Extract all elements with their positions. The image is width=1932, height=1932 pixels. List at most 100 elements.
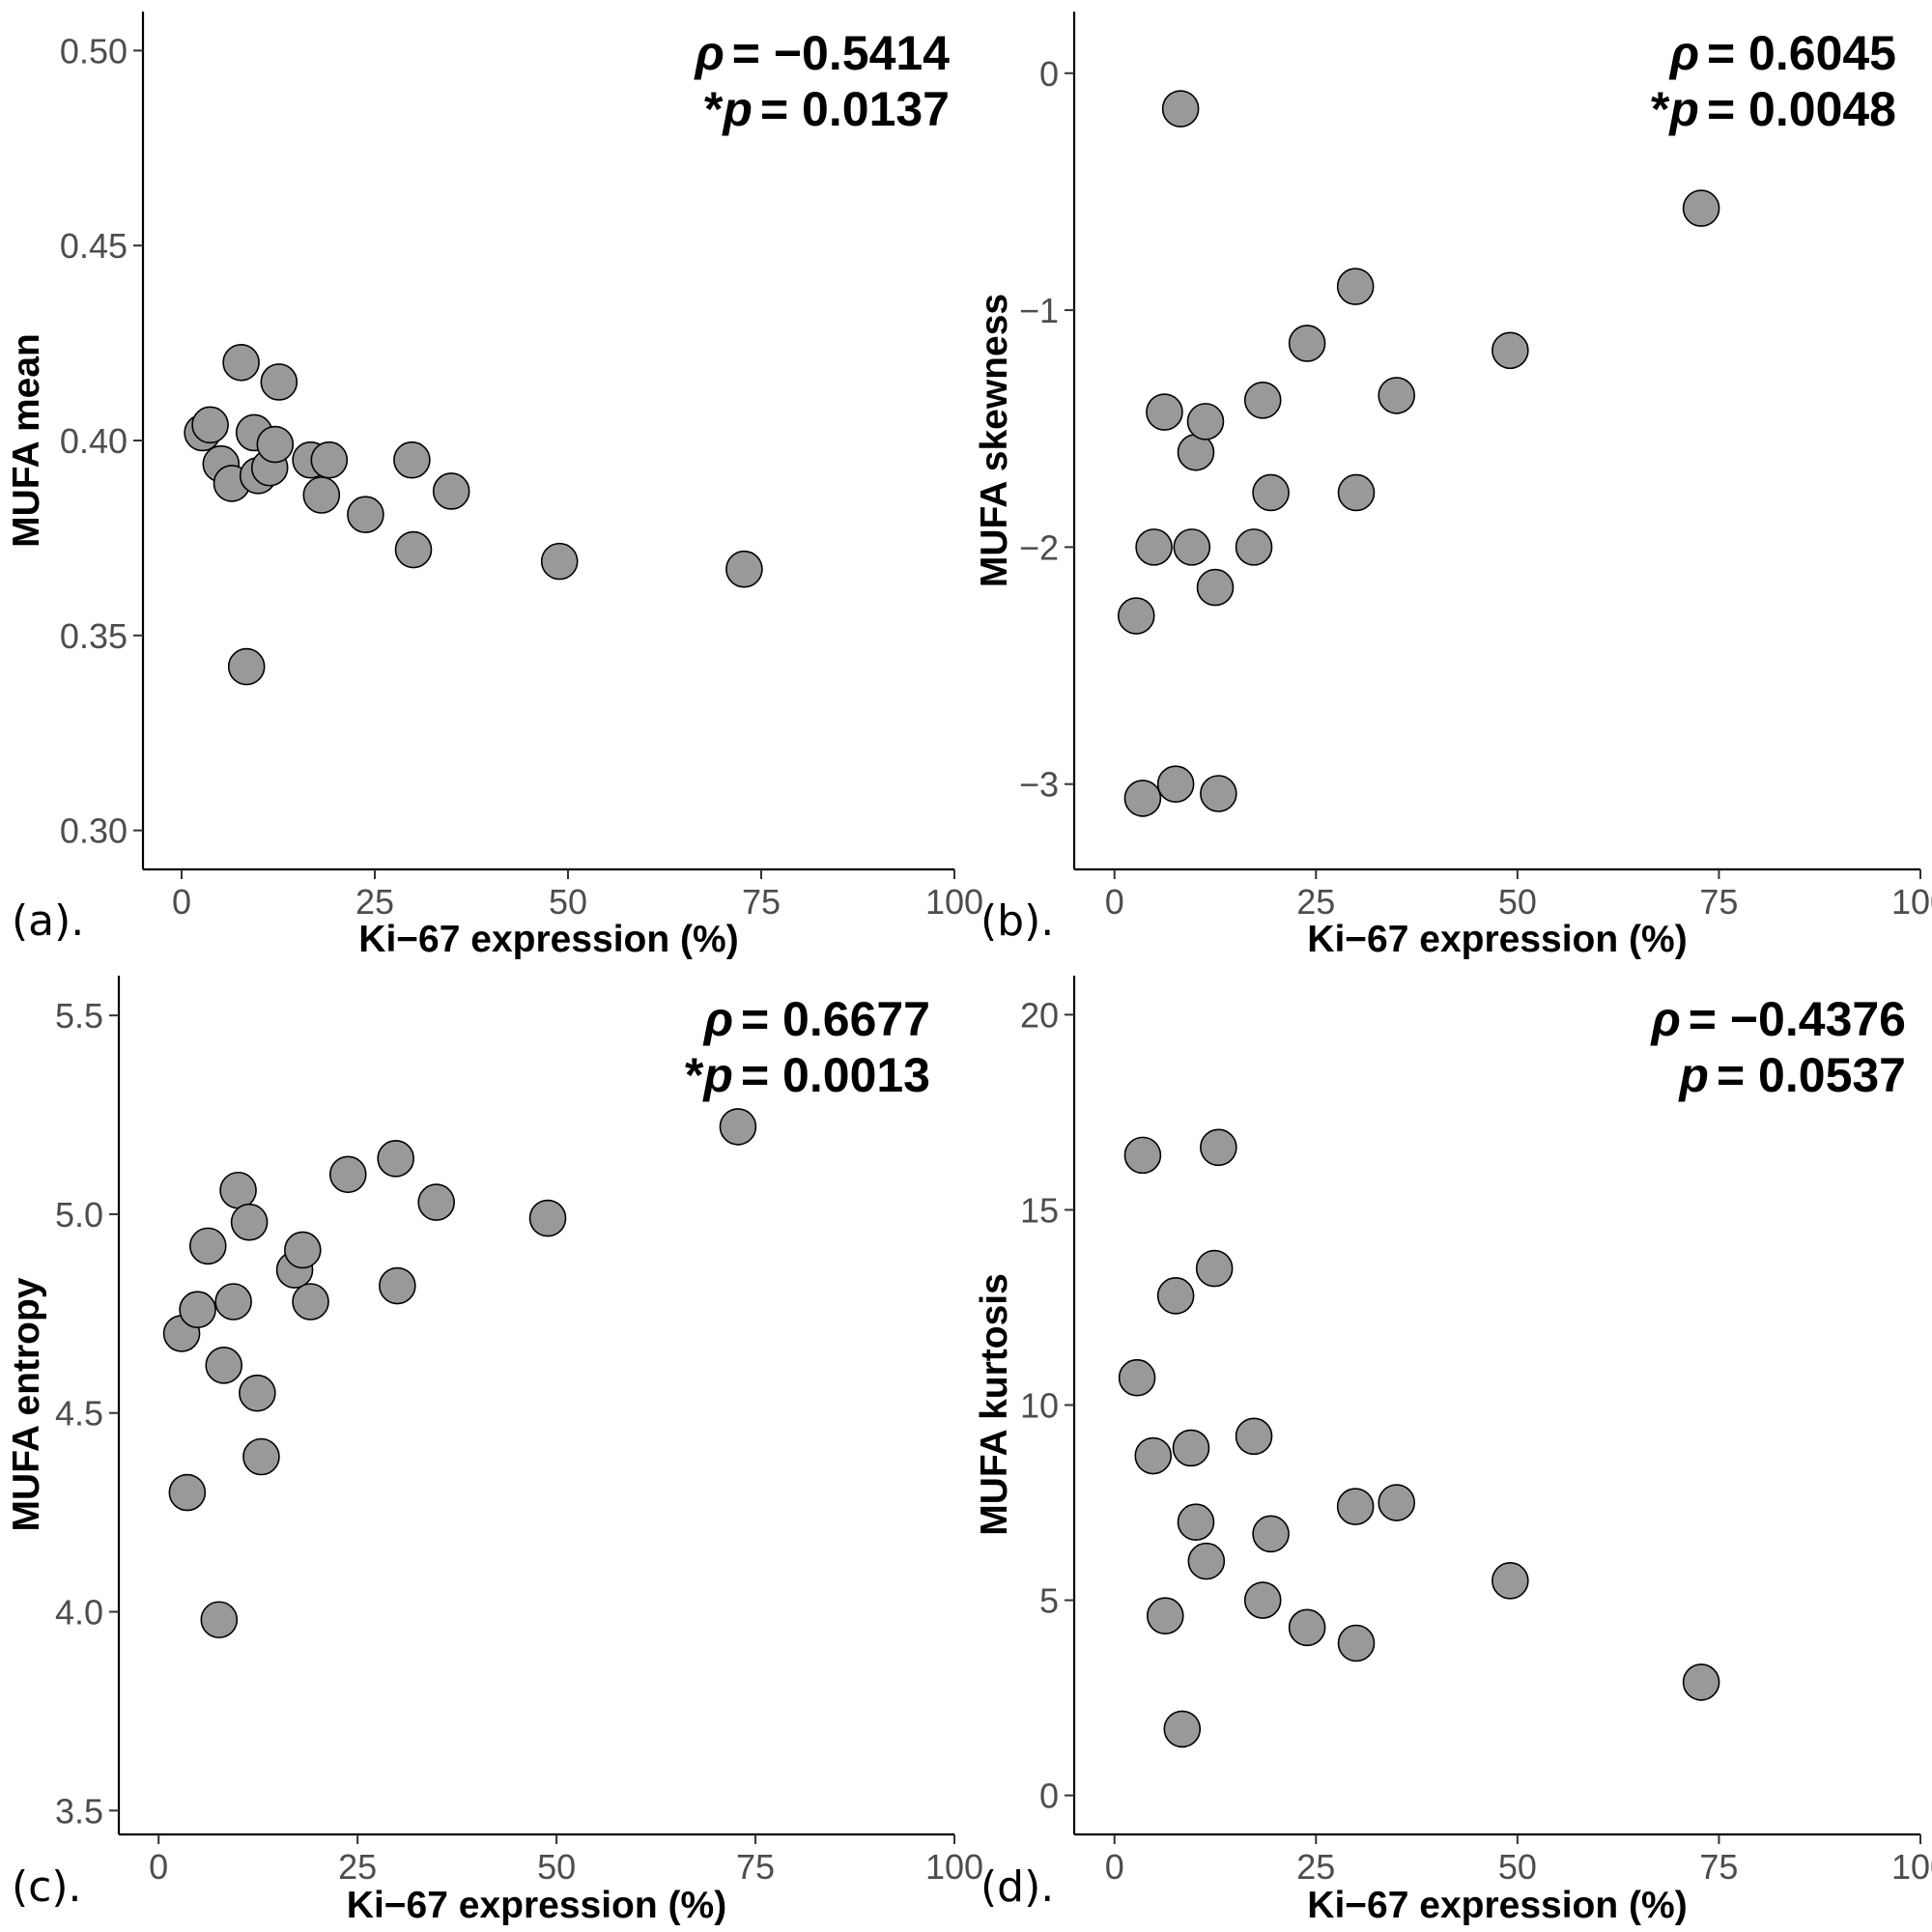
data-point [302, 476, 341, 514]
y-tick-label: −1 [1019, 291, 1059, 330]
x-tick-label: 75 [1699, 882, 1738, 922]
y-tick-label: 0.40 [60, 421, 128, 461]
y-tick-label: 4.0 [55, 1593, 103, 1633]
x-tick-label: 50 [549, 882, 587, 922]
x-axis-title: Ki−67 expression (%) [347, 1885, 726, 1926]
data-point [227, 647, 266, 686]
y-tick-label: 3.5 [55, 1791, 103, 1831]
y-tick-label: 5 [1039, 1581, 1059, 1621]
data-point [393, 440, 431, 479]
data-point [239, 1374, 276, 1412]
data-point [1243, 381, 1282, 419]
data-point [1200, 1128, 1237, 1167]
significance-asterisk: * [704, 82, 724, 136]
rho-annotation: ρ = 0.6677 [702, 992, 930, 1046]
data-point [1177, 1503, 1215, 1542]
data-point [200, 1601, 239, 1639]
data-point [1252, 473, 1290, 512]
data-point [1118, 1358, 1156, 1397]
y-axis-title: MUFA kurtosis [974, 1273, 1015, 1536]
data-point [1123, 780, 1162, 817]
x-tick-label: 100 [925, 1847, 983, 1887]
x-tick-label: 75 [736, 1847, 775, 1887]
data-point [1187, 1542, 1226, 1580]
y-tick-label: −2 [1019, 527, 1059, 567]
x-tick-label: 100 [1891, 1847, 1932, 1887]
data-point [260, 363, 298, 401]
data-point [230, 1203, 269, 1241]
x-tick-label: 25 [1296, 1847, 1335, 1887]
y-tick-label: −3 [1019, 765, 1059, 805]
x-tick-label: 0 [149, 1847, 168, 1887]
p-value: = 0.0537 [1717, 1048, 1906, 1102]
data-point [191, 406, 229, 444]
data-point [377, 1140, 414, 1178]
rho-annotation: ρ = −0.4376 [1649, 992, 1906, 1046]
data-point [432, 472, 470, 510]
rho-annotation: ρ = −0.5414 [693, 26, 950, 80]
data-point [205, 1347, 243, 1384]
x-axis-title: Ki−67 expression (%) [358, 919, 738, 960]
x-tick-label: 50 [537, 1847, 576, 1887]
data-point [347, 496, 384, 533]
x-tick-label: 25 [338, 1847, 377, 1887]
data-point [1195, 1249, 1234, 1288]
data-point [1336, 1488, 1375, 1525]
data-point [179, 1291, 216, 1329]
panel-label: (d). [980, 1862, 1054, 1912]
p-value-annotation: p = 0.0537 [1677, 1048, 1906, 1102]
data-point [1336, 268, 1375, 305]
data-point [1288, 325, 1326, 362]
p-value-annotation: *p = 0.0048 [1651, 82, 1896, 136]
data-point [1135, 528, 1173, 566]
data-point [1186, 403, 1225, 440]
data-point [1682, 1663, 1720, 1701]
y-tick-label: 0.50 [60, 31, 128, 71]
p-symbol: p [1677, 1048, 1709, 1102]
x-tick-label: 25 [355, 882, 394, 922]
x-axis-title: Ki−67 expression (%) [1307, 919, 1687, 960]
y-axis-title: MUFA entropy [6, 1277, 47, 1531]
data-point [328, 1155, 367, 1194]
y-tick-label: 5.0 [55, 1195, 103, 1235]
significance-asterisk: * [685, 1048, 704, 1102]
x-axis-title: Ki−67 expression (%) [1307, 1885, 1687, 1926]
y-tick-label: 10 [1020, 1386, 1059, 1426]
data-point [1163, 1710, 1202, 1748]
y-tick-label: 4.5 [55, 1394, 103, 1434]
p-value: = 0.0048 [1707, 82, 1896, 136]
data-point [256, 425, 295, 464]
data-point [1492, 1562, 1529, 1600]
data-point [725, 550, 763, 588]
x-tick-label: 50 [1498, 1847, 1537, 1887]
panel-label: (b). [980, 896, 1054, 946]
data-point [1172, 1429, 1210, 1467]
data-point [394, 530, 433, 569]
data-point [1117, 597, 1155, 635]
data-point [292, 1283, 329, 1321]
data-point [379, 1266, 416, 1305]
data-point [1196, 568, 1235, 607]
p-value: = 0.0013 [741, 1048, 930, 1102]
rho-annotation: ρ = 0.6045 [1668, 26, 1896, 80]
x-tick-label: 75 [742, 882, 781, 922]
y-tick-label: 5.5 [55, 996, 103, 1036]
rho-symbol: ρ [693, 26, 724, 80]
data-point [1378, 1484, 1416, 1521]
data-point [1200, 775, 1237, 812]
data-point [283, 1231, 322, 1269]
data-point [1156, 765, 1195, 803]
data-point [1337, 1624, 1376, 1662]
rho-symbol: ρ [1649, 992, 1680, 1046]
y-tick-label: 0 [1039, 1776, 1059, 1816]
x-tick-label: 100 [1891, 882, 1932, 922]
data-point [1378, 377, 1416, 414]
x-tick-label: 25 [1296, 882, 1335, 922]
y-axis-title: MUFA mean [6, 333, 47, 548]
rho-symbol: ρ [702, 992, 733, 1046]
x-tick-label: 0 [1105, 882, 1124, 922]
p-value: = 0.0137 [760, 82, 950, 136]
data-point [719, 1108, 757, 1146]
y-tick-label: 0.30 [60, 811, 128, 851]
